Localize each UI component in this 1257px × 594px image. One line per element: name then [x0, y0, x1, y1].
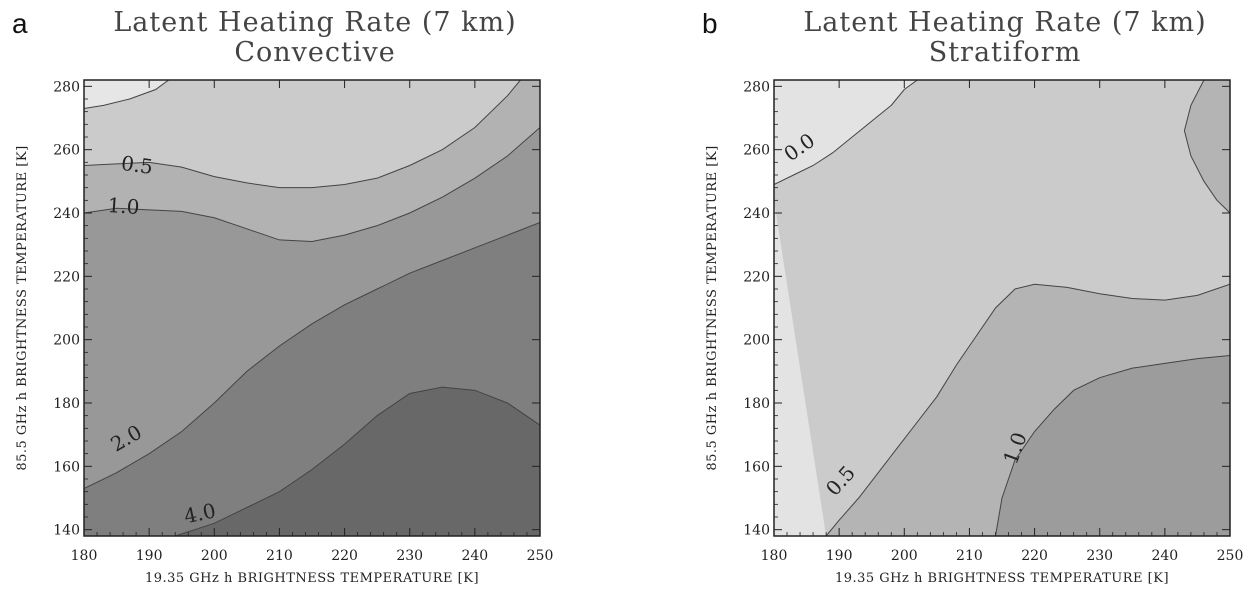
contour-band [774, 80, 918, 185]
x-tick-label: 230 [396, 548, 423, 564]
contour-line [825, 283, 1230, 536]
contour-label: 0.5 [120, 151, 155, 179]
y-tick-label: 220 [743, 269, 770, 285]
contour-line [1183, 80, 1230, 214]
x-tick-label: 190 [826, 548, 853, 564]
panel-a: a Latent Heating Rate (7 km) Convective … [0, 0, 600, 594]
y-tick-label: 200 [53, 333, 80, 349]
y-tick-label: 260 [53, 143, 80, 159]
y-tick-label: 140 [743, 523, 770, 539]
x-tick-label: 200 [201, 548, 228, 564]
contour-label: 1.0 [107, 193, 140, 219]
y-tick-label: 220 [53, 269, 80, 285]
chart-title: Latent Heating Rate (7 km) [113, 7, 517, 38]
x-tick-label: 210 [266, 548, 293, 564]
contour-band [995, 355, 1230, 536]
y-axis-label: 85.5 GHz h BRIGHTNESS TEMPERATURE [K] [705, 145, 720, 470]
x-tick-label: 180 [761, 548, 788, 564]
contour-fill-layer [774, 80, 1230, 536]
y-tick-label: 160 [743, 459, 770, 475]
contour-band [84, 387, 540, 536]
panel-b: b Latent Heating Rate (7 km) Stratiform … [690, 0, 1257, 594]
x-tick-label: 190 [136, 548, 163, 564]
x-tick-label: 200 [891, 548, 918, 564]
panel-letter: a [12, 8, 28, 39]
contour-band [774, 200, 827, 536]
contour-line [84, 80, 169, 109]
contour-line [175, 386, 540, 536]
x-tick-label: 180 [71, 548, 98, 564]
contour-line [994, 355, 1230, 536]
y-tick-label: 280 [743, 79, 770, 95]
chart-title: Latent Heating Rate (7 km) [803, 7, 1207, 38]
panel-letter: b [702, 8, 718, 39]
x-tick-label: 210 [956, 548, 983, 564]
x-tick-label: 240 [461, 548, 488, 564]
contour-line [84, 127, 540, 243]
y-tick-label: 240 [743, 206, 770, 222]
chart-subtitle: Stratiform [928, 37, 1082, 68]
contour-line [84, 80, 521, 189]
contour-band [1184, 80, 1230, 213]
y-tick-label: 140 [53, 523, 80, 539]
y-tick-label: 200 [743, 333, 770, 349]
chart-title-block: Latent Heating Rate (7 km) Convective [70, 8, 560, 68]
x-tick-label: 240 [1151, 548, 1178, 564]
y-tick-label: 180 [53, 396, 80, 412]
contour-line [774, 80, 918, 185]
x-tick-label: 250 [527, 548, 554, 564]
x-axis-label: 19.35 GHz h BRIGHTNESS TEMPERATURE [K] [835, 571, 1169, 586]
y-tick-label: 180 [743, 396, 770, 412]
x-tick-label: 220 [1021, 548, 1048, 564]
chart-subtitle: Convective [234, 37, 396, 68]
y-tick-label: 260 [743, 143, 770, 159]
x-tick-label: 220 [331, 548, 358, 564]
y-axis-label: 85.5 GHz h BRIGHTNESS TEMPERATURE [K] [15, 145, 30, 470]
contour-band [84, 80, 169, 109]
x-axis-label: 19.35 GHz h BRIGHTNESS TEMPERATURE [K] [145, 571, 479, 586]
contour-line [84, 222, 540, 489]
y-tick-label: 160 [53, 459, 80, 475]
plot-frame [773, 79, 1231, 537]
x-tick-label: 250 [1217, 548, 1244, 564]
x-tick-label: 230 [1086, 548, 1113, 564]
plot-frame [83, 79, 541, 537]
y-tick-label: 280 [53, 79, 80, 95]
contour-fill-layer [84, 80, 540, 536]
chart-title-block: Latent Heating Rate (7 km) Stratiform [760, 8, 1250, 68]
y-tick-label: 240 [53, 206, 80, 222]
